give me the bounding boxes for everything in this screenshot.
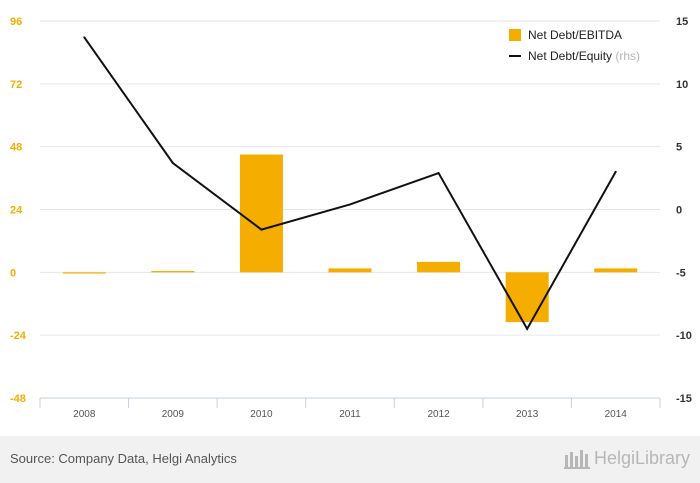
right-tick-label: 15 [676,16,688,28]
x-tick-label: 2012 [427,409,450,420]
bar [505,272,549,323]
source-note: Source: Company Data, Helgi Analytics [10,451,237,466]
left-tick-label: 72 [10,79,22,91]
brand-name: HelgiLibrary [593,447,690,468]
left-tick-label: 0 [10,267,16,279]
x-tick-label: 2008 [73,409,96,420]
right-tick-label: -15 [676,393,692,405]
bar [594,268,638,273]
bar [328,268,372,273]
combo-chart: 96 15 72 10 48 5 24 0 0 -5 -24 -10 -48 -15 2008 2009 201… [10,16,692,420]
line-point [349,203,351,206]
bar [151,271,195,273]
line-point [526,327,529,330]
bar [239,154,283,273]
line-point [437,172,440,175]
bar [62,272,106,274]
left-tick-label: -24 [10,330,27,342]
line-point [83,36,86,39]
x-tick-label: 2013 [516,409,539,420]
right-tick-label: 5 [676,142,682,154]
left-tick-label: 96 [10,16,22,28]
library-icon [563,450,590,469]
bar [417,261,461,273]
right-tick-label: 10 [676,79,688,91]
x-tick-label: 2010 [250,409,273,420]
line-point [614,170,617,173]
line-point [171,162,174,165]
brand-logo: HelgiLibrary [563,447,690,469]
legend-label: Net Debt/Equity (rhs) [528,49,640,63]
legend-label: Net Debt/EBITDA [528,28,622,42]
x-tick-label: 2014 [605,409,628,420]
left-tick-label: -48 [10,393,26,405]
left-tick-label: 24 [10,205,23,217]
line-point [260,228,263,231]
right-tick-label: -5 [676,267,686,279]
left-tick-label: 48 [10,142,22,154]
right-tick-label: -10 [676,330,692,342]
legend-swatch-bar [509,29,521,41]
footer: Source: Company Data, Helgi Analytics He… [0,436,700,483]
right-tick-label: 0 [676,205,682,217]
x-tick-label: 2009 [162,409,185,420]
legend-label-suffix: (rhs) [612,49,640,63]
x-tick-label: 2011 [339,409,361,420]
